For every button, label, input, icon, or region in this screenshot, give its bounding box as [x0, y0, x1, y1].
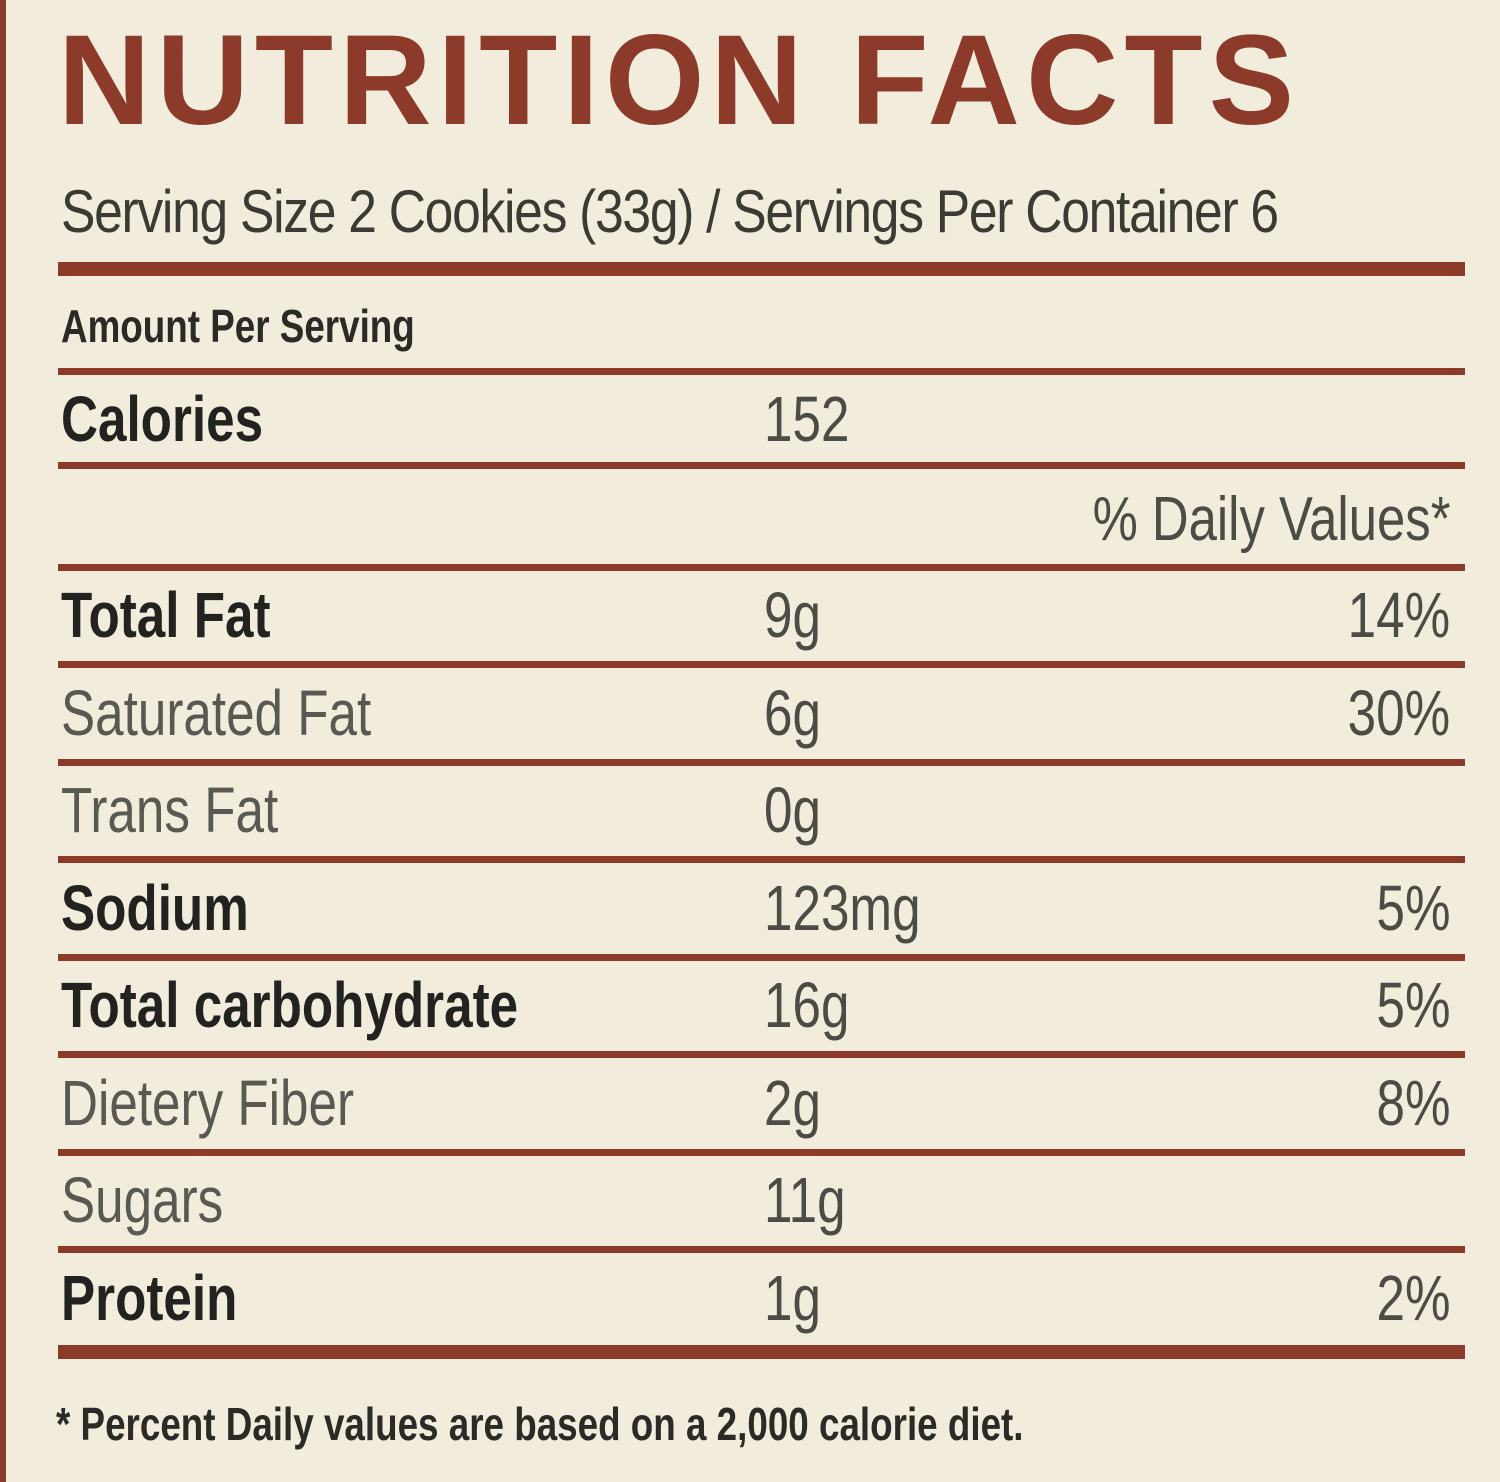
divider-calories-top — [58, 368, 1465, 375]
divider-row — [58, 1246, 1465, 1253]
daily-values-header: % Daily Values* — [1092, 485, 1450, 554]
nutrient-row: Total carbohydrate 16g 5% — [58, 960, 1450, 1050]
nutrient-amount: 0g — [764, 774, 821, 846]
daily-values-footnote: * Percent Daily values are based on a 2,… — [56, 1398, 1024, 1450]
nutrient-daily-value: 5% — [1376, 969, 1450, 1041]
calories-row: Calories 152 — [58, 374, 1450, 464]
nutrient-row: Protein 1g 2% — [58, 1253, 1450, 1343]
nutrient-amount: 11g — [764, 1164, 846, 1236]
nutrient-daily-value: 14% — [1347, 579, 1450, 651]
divider-row — [58, 856, 1465, 863]
nutrient-row: Dietery Fiber 2g 8% — [58, 1058, 1450, 1148]
nutrient-label: Dietery Fiber — [61, 1067, 355, 1139]
nutrient-label: Total Fat — [61, 579, 271, 651]
divider-thick-bottom — [58, 1345, 1465, 1359]
divider-row — [58, 954, 1465, 961]
nutrition-facts-title: NUTRITION FACTS — [58, 9, 1300, 152]
divider-calories-bottom — [58, 462, 1465, 469]
nutrient-label: Protein — [61, 1262, 238, 1334]
nutrient-label: Trans Fat — [61, 774, 279, 846]
nutrient-amount: 1g — [764, 1262, 821, 1334]
nutrient-label: Sodium — [61, 872, 249, 944]
nutrient-daily-value: 5% — [1376, 872, 1450, 944]
nutrient-daily-value: 8% — [1376, 1067, 1450, 1139]
nutrient-daily-value: 2% — [1376, 1262, 1450, 1334]
nutrient-row: Saturated Fat 6g 30% — [58, 668, 1450, 758]
nutrient-row: Total Fat 9g 14% — [58, 570, 1450, 660]
calories-label: Calories — [61, 383, 264, 455]
nutrient-daily-value: 30% — [1347, 677, 1450, 749]
serving-info: Serving Size 2 Cookies (33g) / Servings … — [61, 178, 1279, 245]
divider-row — [58, 661, 1465, 668]
nutrient-row: Sodium 123mg 5% — [58, 863, 1450, 953]
nutrient-amount: 6g — [764, 677, 821, 749]
nutrient-label: Total carbohydrate — [61, 969, 519, 1041]
divider-thick-top — [58, 262, 1465, 276]
nutrient-amount: 9g — [764, 579, 821, 651]
nutrient-label: Sugars — [61, 1164, 224, 1236]
nutrient-amount: 2g — [764, 1067, 821, 1139]
divider-nutrients-top — [58, 564, 1465, 571]
nutrient-amount: 16g — [764, 969, 850, 1041]
divider-row — [58, 1149, 1465, 1156]
nutrient-label: Saturated Fat — [61, 677, 372, 749]
amount-per-serving-label: Amount Per Serving — [61, 300, 415, 352]
nutrient-amount: 123mg — [764, 872, 921, 944]
nutrient-row: Sugars 11g — [58, 1155, 1450, 1245]
nutrient-row: Trans Fat 0g — [58, 765, 1450, 855]
divider-row — [58, 1051, 1465, 1058]
calories-value: 152 — [764, 383, 850, 455]
divider-row — [58, 759, 1465, 766]
